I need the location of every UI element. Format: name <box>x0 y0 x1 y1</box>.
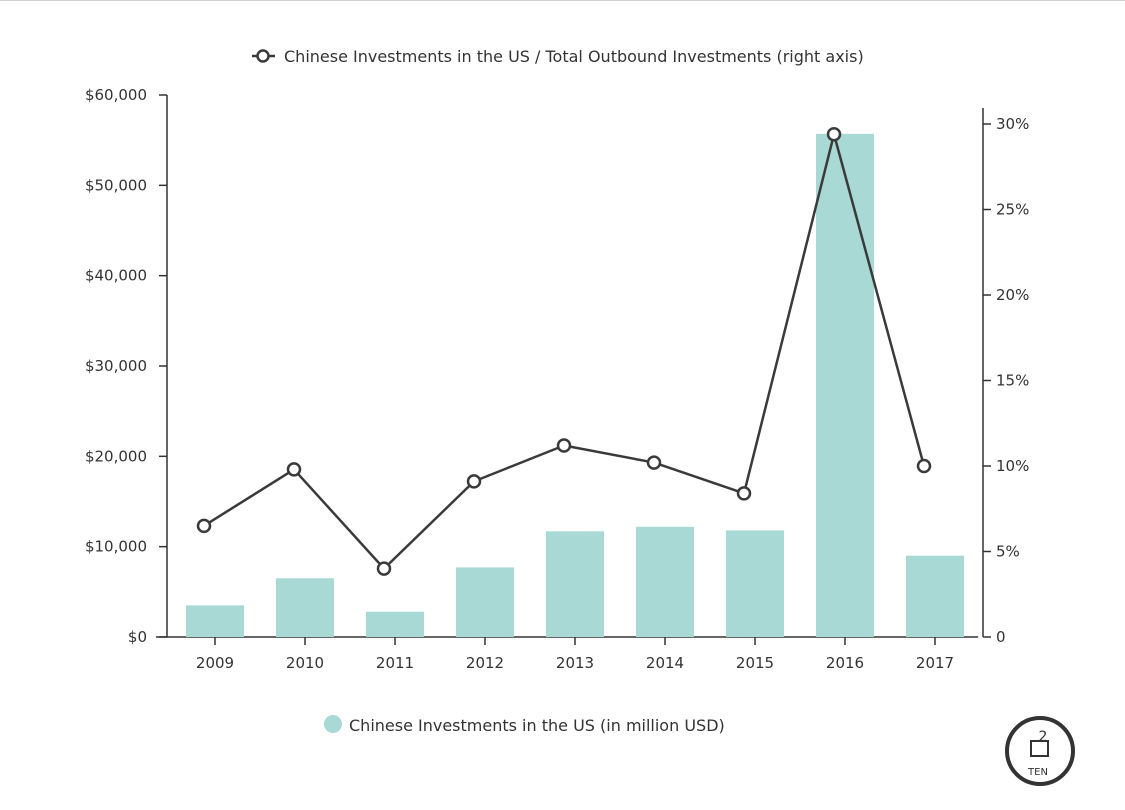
line-series <box>196 127 932 576</box>
line-point-2014 <box>646 455 662 470</box>
bar-2010 <box>276 578 334 637</box>
right-tick-label: 10% <box>996 457 1029 475</box>
line-point-2016 <box>826 127 842 142</box>
line-point-2015 <box>736 486 752 501</box>
left-tick-label: $50,000 <box>85 176 147 194</box>
x-tick-label: 2017 <box>916 654 954 672</box>
legend-bar-label: Chinese Investments in the US (in millio… <box>349 716 725 735</box>
bar-2011 <box>366 611 424 637</box>
right-tick-label: 20% <box>996 286 1029 304</box>
logo-text-top: 2 <box>1039 729 1048 745</box>
x-tick-label: 2011 <box>376 654 414 672</box>
right-tick-label: 0 <box>996 628 1006 646</box>
x-tick-label: 2013 <box>556 654 594 672</box>
top-divider <box>0 0 1125 1</box>
line-point-2010 <box>286 462 302 477</box>
x-tick-label: 2009 <box>196 654 234 672</box>
bar-2016 <box>816 133 874 638</box>
x-tick-label: 2014 <box>646 654 684 672</box>
legend-line: Chinese Investments in the US / Total Ou… <box>252 47 864 66</box>
x-axis-ticks: 2009 2010 2011 2012 2013 2014 2015 2016 2017 <box>196 637 954 672</box>
left-tick-label: $30,000 <box>85 357 147 375</box>
line-point-2009 <box>196 518 212 534</box>
logo-box <box>1030 740 1049 757</box>
right-tick-label: 5% <box>996 543 1020 561</box>
legend-line-marker <box>256 49 270 63</box>
bar-2009 <box>186 605 244 637</box>
line-point-2017 <box>916 458 932 474</box>
2ten-logo-icon: 2 TEN <box>1005 716 1075 786</box>
legend-bar: Chinese Investments in the US (in millio… <box>324 715 725 735</box>
left-axis-ticks: $0 $10,000 $20,000 $30,000 $40,000 $50,000 $60… <box>85 86 167 646</box>
bar-2014 <box>636 526 694 637</box>
bar-2015 <box>726 530 784 637</box>
x-tick-label: 2016 <box>826 654 864 672</box>
x-tick-label: 2015 <box>736 654 774 672</box>
right-axis-ticks: 0 5% 10% 15% 20% 25% 30% <box>983 115 1029 646</box>
bar-2013 <box>546 531 604 637</box>
left-tick-label: $0 <box>128 628 147 646</box>
left-tick-label: $10,000 <box>85 538 147 556</box>
left-tick-label: $40,000 <box>85 267 147 285</box>
legend-line-label: Chinese Investments in the US / Total Ou… <box>284 47 864 66</box>
right-tick-label: 25% <box>996 201 1029 219</box>
bar-2017 <box>906 555 964 637</box>
left-tick-label: $60,000 <box>85 86 147 104</box>
left-tick-label: $20,000 <box>85 447 147 465</box>
logo-ring <box>1005 716 1075 786</box>
bar-2012 <box>456 567 514 637</box>
logo-text-bottom: TEN <box>1027 767 1048 778</box>
right-tick-label: 30% <box>996 115 1029 133</box>
right-tick-label: 15% <box>996 372 1029 390</box>
legend-bar-swatch <box>324 715 342 733</box>
line-point-2012 <box>466 474 482 489</box>
x-tick-label: 2010 <box>286 654 324 672</box>
x-tick-label: 2012 <box>466 654 504 672</box>
line-point-2011 <box>376 561 392 576</box>
line-point-2013 <box>556 438 572 453</box>
bar-series <box>186 133 964 638</box>
